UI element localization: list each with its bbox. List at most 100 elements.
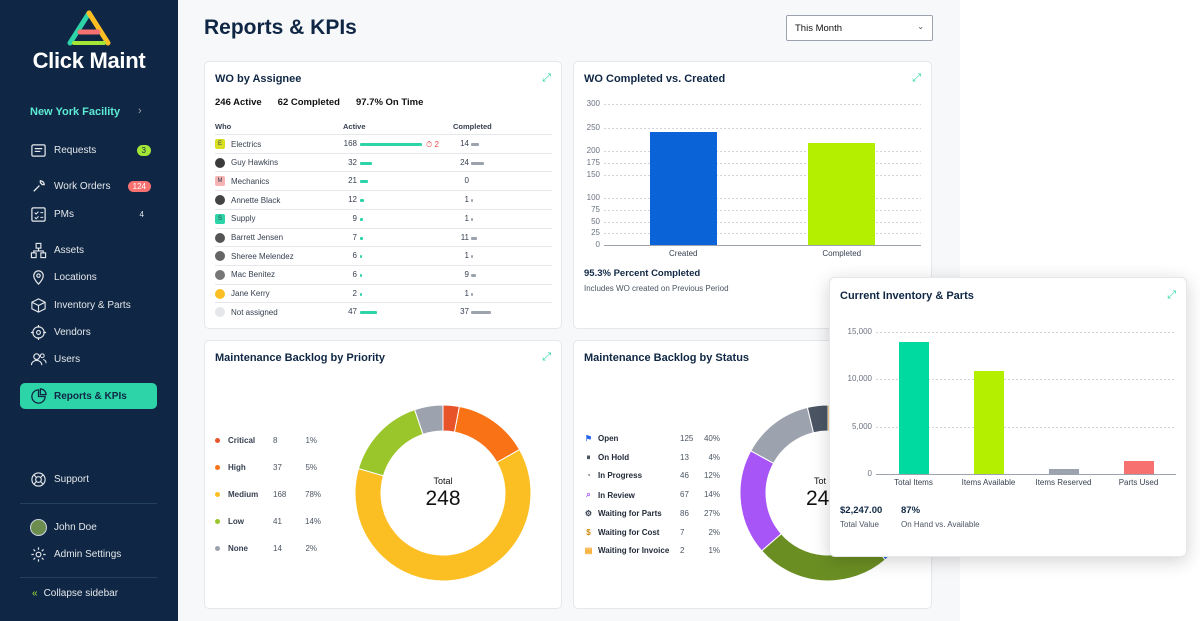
legend-item[interactable]: Critical (215, 436, 273, 445)
active-value: 6 (352, 269, 357, 279)
sidebar-item-inventory[interactable]: Inventory & Parts (30, 296, 155, 314)
bar-items-available[interactable] (973, 370, 1004, 474)
sidebar-item-support[interactable]: Support (30, 470, 155, 488)
legend-dot (215, 492, 220, 497)
table-row[interactable]: M Mechanics 21 0 (215, 171, 552, 189)
y-tick-label: 15,000 (847, 327, 872, 336)
legend-label: High (228, 463, 246, 472)
legend-item[interactable]: Medium (215, 490, 273, 499)
sidebar-item-assets[interactable]: Assets (30, 241, 155, 259)
legend-count: 67 (680, 490, 689, 500)
legend-item[interactable]: $ Waiting for Cost (584, 528, 659, 537)
table-row[interactable]: Guy Hawkins 32 24 (215, 152, 552, 171)
table-row[interactable]: Jane Kerry 2 1 (215, 283, 552, 302)
legend-item[interactable]: ⚑ Open (584, 434, 619, 443)
completed-value: 1 (464, 288, 469, 298)
sidebar-item-label: Support (54, 473, 90, 485)
overdue-count: 2 (434, 140, 439, 149)
sidebar-item-pms[interactable]: PMs 4 (30, 205, 155, 223)
sidebar-item-work-orders[interactable]: Work Orders 124 (30, 177, 155, 195)
bar-items-reserved[interactable] (1048, 469, 1079, 474)
donut-slice[interactable] (357, 409, 424, 477)
sidebar-item-vendors[interactable]: Vendors (30, 323, 155, 341)
table-row[interactable]: Barrett Jensen 7 11 (215, 227, 552, 246)
donut-slice[interactable] (453, 405, 521, 464)
active-bar (360, 199, 365, 203)
completed-value: 37 (460, 307, 469, 317)
assignee-name: Guy Hawkins (231, 158, 279, 168)
table-row[interactable]: S Supply 9 1 (215, 208, 552, 227)
period-select[interactable]: This Month ⌄ (786, 15, 933, 41)
table-row[interactable]: Annette Black 12 1 (215, 190, 552, 208)
x-tick-label: Items Reserved (1035, 478, 1092, 487)
priority-donut-chart (354, 404, 532, 582)
legend-dot (215, 519, 220, 524)
donut-total-value: 24 (806, 487, 830, 510)
table-row[interactable]: Not assigned 47 37 (215, 302, 552, 320)
legend-item[interactable]: ⌕ In Review (584, 490, 635, 500)
sidebar-item-requests[interactable]: Requests 3 (30, 141, 155, 159)
legend-item[interactable]: ⚙ Waiting for Parts (584, 509, 662, 518)
legend-label: In Review (598, 490, 635, 500)
donut-slice[interactable] (413, 404, 444, 435)
assignee-cell: E Electrics (215, 139, 261, 149)
user-name: John Doe (54, 521, 97, 533)
sidebar-item-label: Users (54, 353, 81, 365)
collapse-sidebar-button[interactable]: « Collapse sidebar (32, 588, 124, 599)
x-tick-label: Items Available (961, 478, 1016, 487)
donut-slice[interactable] (739, 450, 782, 552)
ontime-rate: 97.7% On Time (355, 97, 424, 108)
table-row[interactable]: E Electrics 168 14 (215, 134, 552, 152)
box-icon (31, 297, 46, 313)
x-tick-label: Completed (822, 249, 862, 258)
gridline (604, 127, 921, 129)
table-row[interactable]: Mac Benitez 6 9 (215, 264, 552, 283)
active-bar (360, 236, 363, 240)
gridline (604, 151, 921, 152)
legend-count: 41 (273, 517, 282, 526)
legend-item[interactable]: None (215, 544, 273, 553)
expand-icon[interactable]: ⤢ (542, 351, 551, 363)
assignee-avatar (215, 288, 225, 299)
legend-item[interactable]: ⏸ On Hold (584, 453, 630, 463)
onhand-label: On Hand vs. Available (901, 520, 980, 529)
sidebar-item-locations[interactable]: Locations (30, 268, 155, 286)
completed-bar (471, 273, 476, 277)
bar-total-items[interactable] (898, 342, 929, 474)
completed-bar (471, 143, 479, 146)
legend-item[interactable]: High (215, 463, 273, 472)
bar-parts-used[interactable] (1123, 460, 1154, 474)
x-tick-label: Total Items (894, 478, 933, 487)
donut-slice[interactable] (806, 404, 829, 434)
facility-selector[interactable]: New York Facility (30, 106, 121, 118)
chevron-right-icon[interactable]: › (138, 105, 142, 117)
sidebar-item-admin-settings[interactable]: Admin Settings (30, 545, 155, 563)
gridline (604, 198, 921, 199)
legend-dot (215, 546, 220, 551)
legend-percent: 1% (708, 546, 720, 556)
expand-icon[interactable]: ⤢ (1167, 289, 1176, 301)
legend-item[interactable]: Low (215, 517, 273, 526)
donut-slice[interactable] (750, 406, 815, 464)
y-tick-label: 100 (586, 193, 600, 202)
expand-icon[interactable]: ⤢ (542, 72, 551, 84)
legend-item[interactable]: ▤ Waiting for Invoice (584, 546, 670, 555)
y-tick-label: 5,000 (851, 421, 872, 431)
brand-logo[interactable]: Click Maint (0, 10, 178, 74)
sidebar-item-users[interactable]: Users (30, 350, 155, 368)
table-row[interactable]: Sheree Melendez 6 1 (215, 246, 552, 264)
legend-item[interactable]: ◔ In Progress (584, 471, 642, 480)
bar-completed[interactable] (808, 142, 876, 245)
sidebar-item-reports[interactable]: Reports & KPIs (20, 383, 157, 409)
legend-percent: 1% (305, 436, 317, 445)
legend-percent: 2% (305, 544, 317, 553)
legend-label: On Hold (598, 453, 630, 463)
bar-created[interactable] (649, 132, 717, 245)
user-profile[interactable]: John Doe (30, 518, 155, 536)
assignee-avatar: M (215, 176, 225, 187)
donut-slice[interactable] (354, 448, 532, 582)
completed-value: 1 (464, 251, 469, 261)
legend-label: In Progress (598, 471, 643, 481)
users-icon (30, 352, 47, 365)
expand-icon[interactable]: ⤢ (912, 72, 921, 84)
